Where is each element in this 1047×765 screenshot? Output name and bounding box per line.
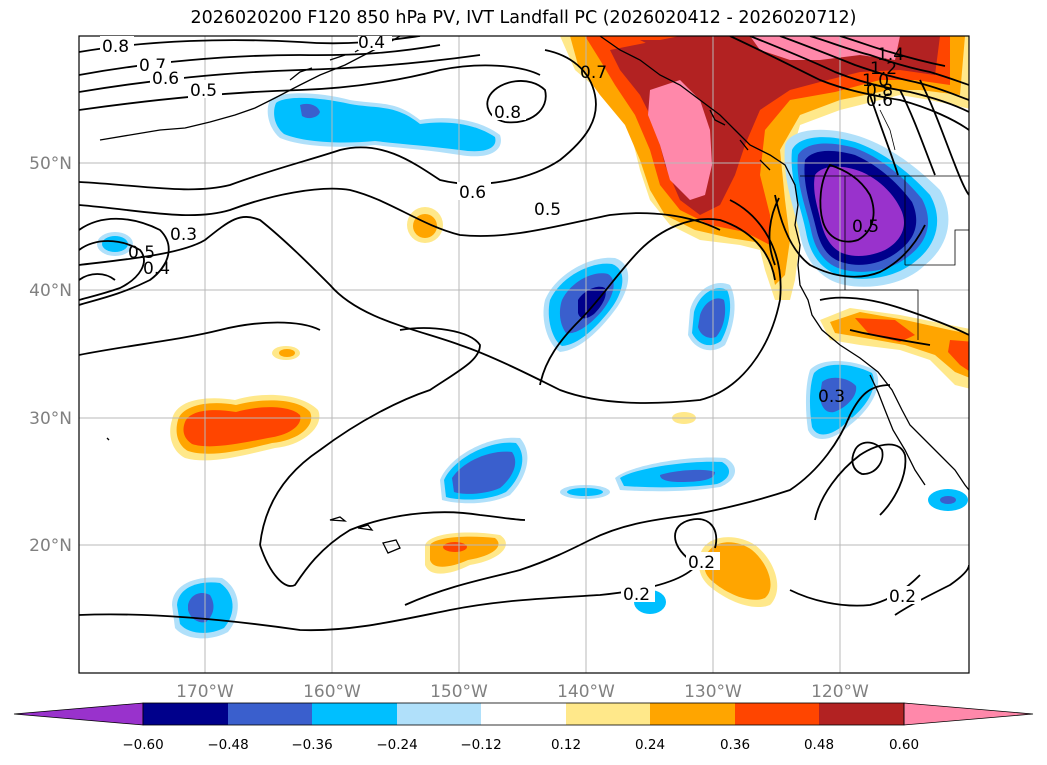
small-positive-165w-core bbox=[279, 349, 295, 357]
colorbar-swatch bbox=[735, 703, 819, 725]
map-frame bbox=[78, 35, 970, 674]
contour-label: 0.5 bbox=[128, 243, 155, 263]
colorbar-ticks: −0.60 −0.48 −0.36 −0.24 −0.12 0.12 0.24 … bbox=[122, 737, 919, 753]
mid-negative-navy bbox=[578, 286, 606, 319]
contour-label: 0.3 bbox=[170, 225, 197, 245]
south-positive-orange bbox=[704, 542, 771, 600]
contour-label: 0.2 bbox=[623, 585, 650, 605]
contour-label: 0.3 bbox=[818, 387, 845, 407]
lat-label-30n: 30°N bbox=[29, 409, 72, 429]
se-positive-red bbox=[855, 318, 969, 371]
colorbar-swatch bbox=[819, 703, 904, 725]
contour-label: 0.6 bbox=[152, 69, 179, 89]
graticule bbox=[79, 36, 969, 673]
small-negative-se-core bbox=[940, 496, 956, 504]
north-negative-blue bbox=[300, 103, 320, 119]
colorbar-swatch bbox=[312, 703, 397, 725]
colorbar-swatch bbox=[650, 703, 735, 725]
colorbar bbox=[13, 702, 1034, 726]
lat-label-20n: 20°N bbox=[29, 536, 72, 556]
small-negative-140w-core bbox=[567, 488, 603, 496]
band-negative-blue bbox=[660, 469, 715, 482]
contour-labels: 0.8 0.7 0.6 0.5 0.4 0.8 0.7 0.6 0.5 0.3 … bbox=[100, 33, 921, 607]
lon-label-130w: 130°W bbox=[684, 682, 742, 702]
colorbar-swatch bbox=[143, 703, 228, 725]
lon-label-150w: 150°W bbox=[430, 682, 488, 702]
colorbar-tick: −0.60 bbox=[122, 737, 163, 753]
colorbar-max-extend bbox=[903, 702, 1034, 726]
coast-negative-blue bbox=[820, 377, 857, 413]
contour-label: 1.4 bbox=[877, 45, 904, 65]
longitude-labels: 170°W 160°W 150°W 140°W 130°W 120°W bbox=[176, 682, 869, 702]
contour-label: 0.5 bbox=[534, 200, 561, 220]
lat-label-40n: 40°N bbox=[29, 281, 72, 301]
colorbar-tick: −0.36 bbox=[291, 737, 332, 753]
lon-label-140w: 140°W bbox=[557, 682, 615, 702]
contour-label: 0.2 bbox=[889, 587, 916, 607]
colorbar-frame bbox=[142, 702, 905, 726]
contour-label: 0.8 bbox=[494, 103, 521, 123]
contour-label: 0.6 bbox=[459, 183, 486, 203]
map-title: 2026020200 F120 850 hPa PV, IVT Landfall… bbox=[190, 8, 857, 28]
coast-positive-pink bbox=[648, 36, 900, 200]
contour-label: 0.8 bbox=[866, 81, 893, 101]
contour-label: 0.4 bbox=[143, 259, 170, 279]
negative-anomaly-shading bbox=[97, 93, 968, 639]
lon-label-170w: 170°W bbox=[176, 682, 234, 702]
latitude-labels: 50°N 40°N 30°N 20°N bbox=[29, 154, 72, 556]
colorbar-tick: −0.24 bbox=[376, 737, 417, 753]
lon-label-160w: 160°W bbox=[303, 682, 361, 702]
colorbar-tick: −0.48 bbox=[207, 737, 248, 753]
colorbar-tick: 0.36 bbox=[720, 737, 750, 753]
colorbar-swatch bbox=[397, 703, 481, 725]
north-negative-cyan bbox=[274, 97, 496, 152]
colorbar-swatch bbox=[481, 703, 566, 725]
hawaii-positive-red bbox=[443, 542, 467, 552]
contour-label: 1.0 bbox=[862, 71, 889, 91]
contour-label: 0.5 bbox=[852, 217, 879, 237]
colorbar-min-extend bbox=[13, 702, 144, 726]
lon-label-120w: 120°W bbox=[811, 682, 869, 702]
positive-anomaly-shading bbox=[170, 36, 969, 608]
contour-label: 0.5 bbox=[190, 81, 217, 101]
contour-label: 1.2 bbox=[870, 59, 897, 79]
contour-label: 0.2 bbox=[688, 553, 715, 573]
central-positive-red bbox=[183, 407, 301, 447]
east-negative-blue bbox=[698, 298, 726, 338]
lat-label-50n: 50°N bbox=[29, 154, 72, 174]
map-fields bbox=[79, 36, 969, 673]
colorbar-tick: 0.12 bbox=[551, 737, 581, 753]
colorbar-tick: 0.24 bbox=[635, 737, 665, 753]
sw-negative-blue bbox=[452, 451, 516, 494]
contour-label: 0.4 bbox=[358, 33, 385, 53]
colorbar-swatch bbox=[228, 703, 312, 725]
small-negative-west-core bbox=[102, 236, 128, 252]
colorbar-tick: 0.60 bbox=[889, 737, 919, 753]
colorbar-swatch bbox=[566, 703, 650, 725]
pv-contours bbox=[79, 36, 969, 632]
colorbar-tick: 0.48 bbox=[804, 737, 834, 753]
contour-label: 0.7 bbox=[580, 63, 607, 83]
sw-corner-negative-blue bbox=[188, 593, 214, 623]
ne-negative-purple bbox=[814, 166, 905, 256]
contour-label: 0.8 bbox=[102, 37, 129, 57]
colorbar-tick: −0.12 bbox=[460, 737, 501, 753]
contour-label: 0.6 bbox=[866, 91, 893, 111]
